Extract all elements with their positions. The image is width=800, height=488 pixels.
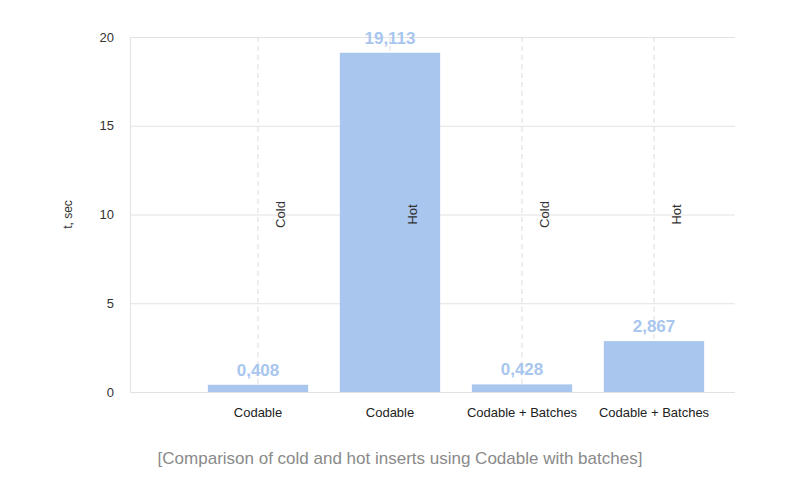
x-tick-label: Codable + Batches [467,405,578,420]
x-tick-label: Codable [234,405,282,420]
data-label: 0,408 [237,361,280,380]
x-tick-label: Codable [366,405,414,420]
annotation: Hot [405,204,420,225]
annotations: Cold Hot Cold Hot [273,201,684,228]
x-tick: Codable + Batches [599,392,710,420]
y-axis-title: t, sec [61,200,75,229]
guide-line [258,37,259,392]
data-label: 0,428 [501,360,544,379]
y-tick-label: 20 [100,30,114,45]
guide-line [522,37,523,392]
bars [208,53,704,392]
bar [340,53,440,392]
x-axis: Codable Codable Codable + Batches Codable +… [193,392,721,420]
bar [604,341,704,392]
chart-title: [Comparison of cold and hot inserts usin… [158,449,643,468]
annotation: Cold [537,201,552,228]
y-tick-label: 15 [100,118,114,133]
grid-line [130,392,735,393]
y-tick-label: 5 [107,296,114,311]
x-axis-line [193,392,721,393]
guide-line [654,37,655,392]
y-axis: 0 5 10 15 20 [100,30,735,400]
grid-line [130,37,735,38]
bar [472,384,572,392]
x-tick: Codable [234,392,282,420]
x-tick-label: Codable + Batches [599,405,710,420]
y-tick-label: 0 [107,385,114,400]
data-label: 19,113 [364,29,415,48]
x-tick: Codable + Batches [467,392,578,420]
annotation: Hot [669,204,684,225]
x-tick: Codable [366,392,414,420]
annotation: Cold [273,201,288,228]
y-tick: 20 [100,30,735,45]
data-labels: 0,408 19,113 0,428 2,867 [237,29,676,380]
data-label: 2,867 [633,317,676,336]
bar [208,385,308,392]
y-tick-label: 10 [100,207,114,222]
guides [258,37,654,392]
chart: 05101520CodableCodableCodable + BatchesC… [0,0,800,488]
